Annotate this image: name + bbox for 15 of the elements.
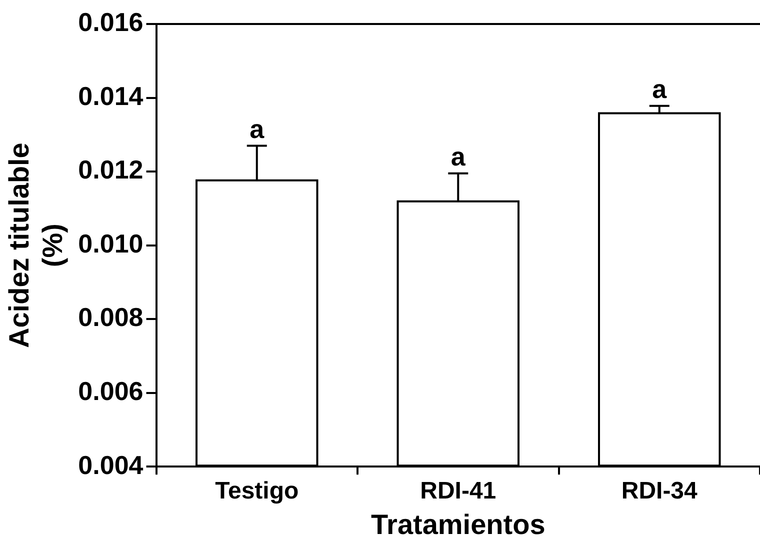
y-tick-label: 0.006 <box>78 376 144 406</box>
y-tick-label: 0.016 <box>78 7 144 38</box>
x-tick-label: RDI-34 <box>621 478 698 505</box>
x-tick-label: Testigo <box>215 478 299 505</box>
y-tick-label: 0.010 <box>78 228 144 258</box>
x-tick-label: RDI-41 <box>420 478 496 505</box>
y-tick-label: 0.014 <box>78 80 144 111</box>
annotation: a <box>652 74 668 104</box>
y-tick-label: 0.004 <box>78 450 144 480</box>
x-axis-title: Tratamientos <box>370 508 546 540</box>
y-axis-title: Acidez titulable (%) <box>4 142 68 348</box>
y-tick-label: 0.012 <box>78 154 144 185</box>
annotation: a <box>250 114 265 144</box>
annotation: a <box>450 142 466 172</box>
y-tick-label: 0.008 <box>78 302 144 332</box>
